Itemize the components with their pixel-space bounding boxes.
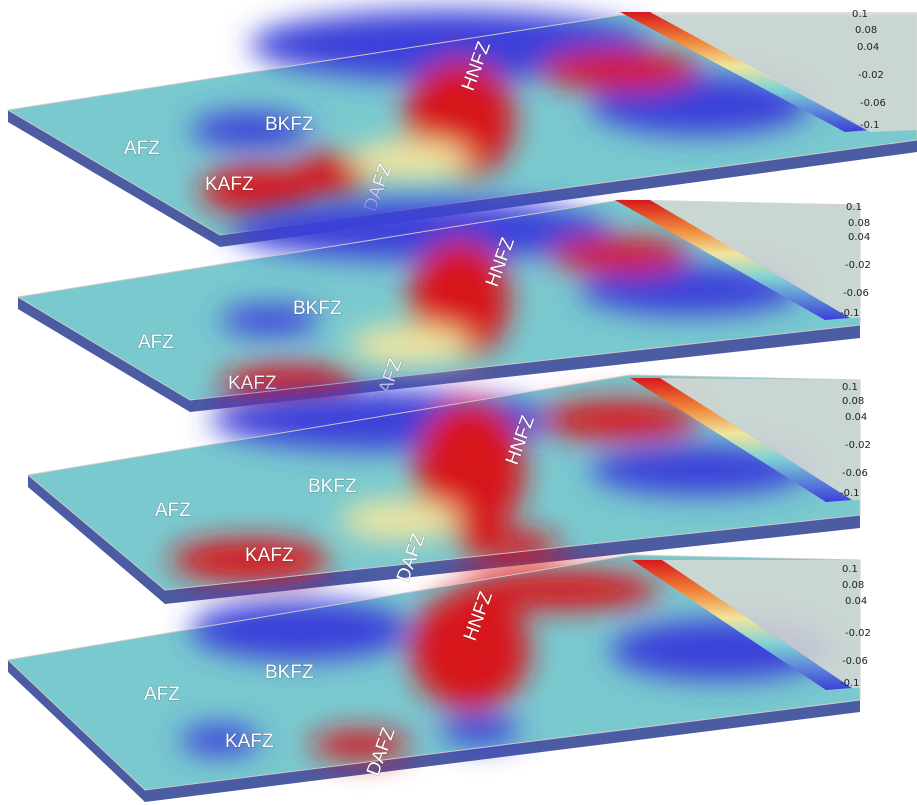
colorbar-tick: 0.1 [842, 564, 858, 575]
fault-label-kafz: KAFZ [205, 174, 254, 195]
colorbar-strip [620, 12, 870, 132]
colorbar-panel [662, 560, 860, 688]
colorbar-strip [630, 378, 852, 502]
colorbar-tick: 0.08 [842, 396, 864, 407]
colorbar-tick: 0.1 [846, 202, 862, 213]
colorbar-tick: -0.06 [842, 468, 868, 479]
slab-edge [28, 475, 860, 604]
colorbar-panel [650, 12, 917, 132]
colorbar-tick: 0.08 [855, 25, 877, 36]
fault-label-afz: AFZ [138, 332, 174, 353]
slab-edge [8, 660, 860, 802]
colorbar-panel [660, 378, 860, 500]
colorbar-tick: 0.04 [845, 596, 867, 607]
colorbar-tick: -0.02 [858, 70, 884, 81]
map-layer-2: 0.1 0.08 0.04 -0.02 -0.06 -0.1 HNFZ BKFZ… [16, 199, 871, 412]
colorbar-tick: 0.1 [842, 382, 858, 393]
fault-label-bkfz: BKFZ [265, 662, 314, 683]
colorbar-tick: -0.02 [845, 260, 871, 271]
fault-label-bkfz: BKFZ [308, 476, 357, 497]
fault-label-bkfz: BKFZ [265, 114, 314, 135]
colorbar-strip [615, 200, 850, 320]
fault-label-afz: AFZ [124, 138, 160, 159]
colorbar-tick: 0.04 [845, 412, 867, 423]
colorbar-tick: 0.1 [852, 9, 868, 20]
fault-label-afz: AFZ [144, 684, 180, 705]
fault-label-bkfz: BKFZ [293, 298, 342, 319]
colorbar: 0.1 0.08 0.04 -0.02 -0.06 -0.1 [615, 200, 871, 320]
colorbar-tick: -0.06 [843, 288, 869, 299]
fault-label-kafz: KAFZ [225, 731, 274, 752]
slab-edge [18, 297, 860, 412]
fault-label-kafz: KAFZ [245, 545, 294, 566]
colorbar-tick: -0.06 [842, 656, 868, 667]
fault-label-kafz: KAFZ [228, 373, 277, 394]
colorbar: 0.1 0.08 0.04 -0.02 -0.06 -0.1 [620, 9, 917, 132]
colorbar-tick: -0.1 [860, 120, 880, 131]
map-layer-3: 0.1 0.08 0.04 -0.02 -0.06 -0.1 HNFZ BKFZ… [26, 374, 871, 604]
colorbar: 0.1 0.08 0.04 -0.02 -0.06 -0.1 [630, 378, 871, 502]
colorbar-tick: 0.08 [848, 218, 870, 229]
colorbar-tick: 0.04 [848, 232, 870, 243]
colorbar: 0.1 0.08 0.04 -0.02 -0.06 -0.1 [632, 560, 871, 690]
colorbar-tick: -0.06 [860, 98, 886, 109]
colorbar-panel [650, 200, 860, 318]
colorbar-tick: -0.1 [840, 308, 860, 319]
colorbar-tick: 0.04 [857, 42, 879, 53]
colorbar-tick: -0.02 [845, 628, 871, 639]
map-layer-1: 0.1 0.08 0.04 -0.02 -0.06 -0.1 HNFZ BKFZ… [6, 9, 917, 247]
colorbar-strip [632, 560, 852, 690]
colorbar-tick: 0.08 [842, 580, 864, 591]
map-layer-4: 0.1 0.08 0.04 -0.02 -0.06 -0.1 HNFZ BKFZ… [6, 554, 871, 802]
colorbar-tick: -0.1 [840, 488, 860, 499]
fault-label-afz: AFZ [155, 500, 191, 521]
colorbar-tick: -0.1 [840, 678, 860, 689]
colorbar-tick: -0.02 [845, 440, 871, 451]
